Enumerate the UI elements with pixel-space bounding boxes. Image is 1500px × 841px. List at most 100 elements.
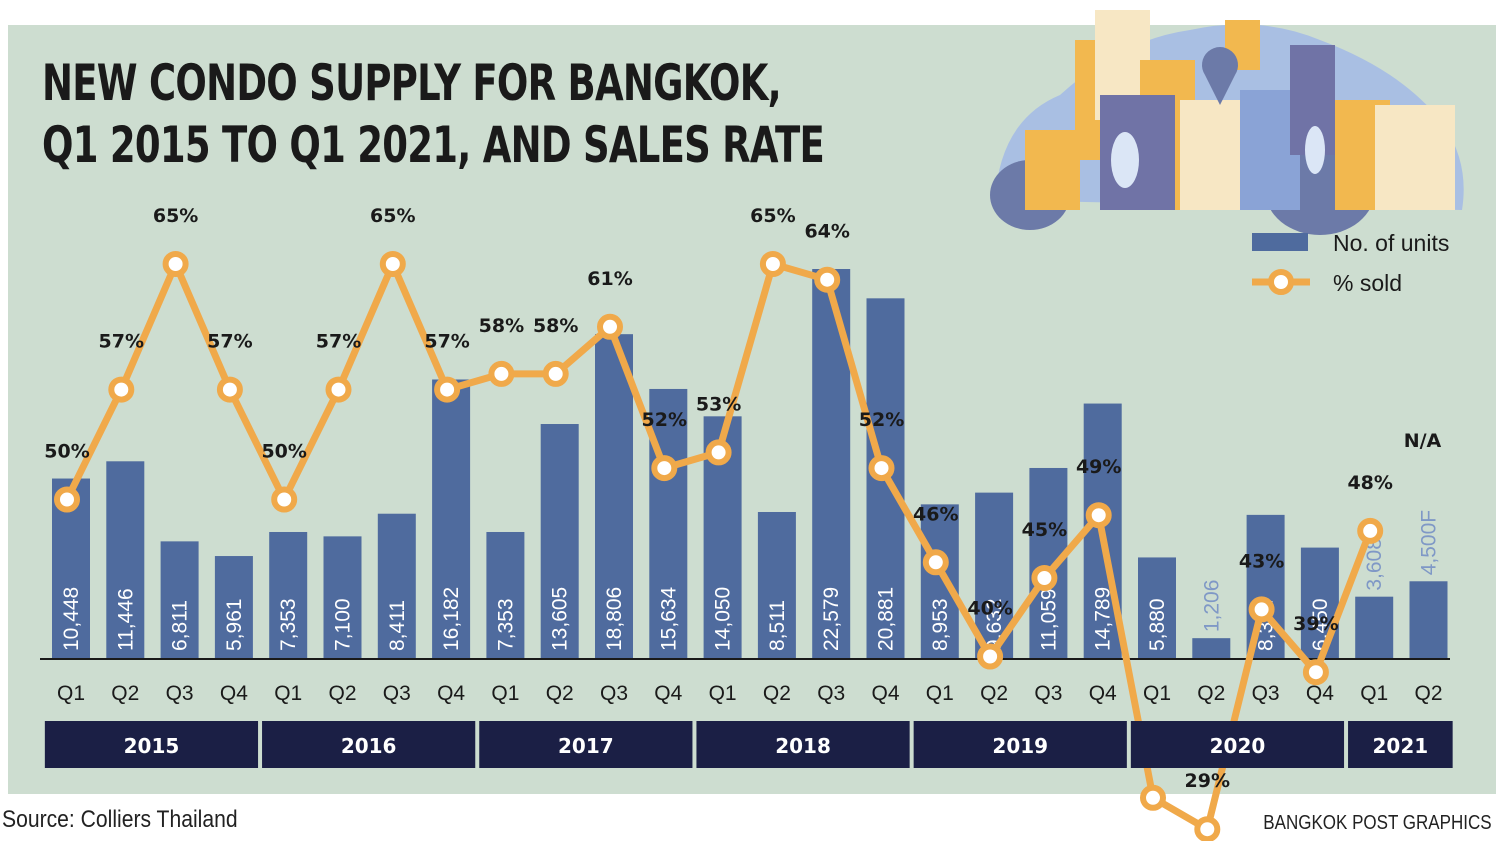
title-line-1: NEW CONDO SUPPLY FOR BANGKOK, [42,54,782,112]
bar-value-label-14: 22,579 [820,587,843,651]
bar-2 [160,541,199,659]
bar-value-label-18: 11,059 [1037,588,1060,651]
sold-label-16: 46% [913,503,958,525]
year-band-2018 [696,721,910,768]
bar-value-label-4: 7,353 [277,598,300,651]
bar-value-label-13: 8,511 [766,600,789,651]
sold-point-19 [1085,502,1112,529]
quarter-label-2: Q3 [166,682,194,705]
quarter-label-24: Q1 [1360,682,1388,705]
sold-point-17 [977,643,1004,670]
bar-7 [432,379,471,659]
bar-20 [1138,557,1176,659]
bar-value-label-12: 14,050 [712,587,735,651]
quarter-label-0: Q1 [57,682,85,705]
bar-1 [106,461,145,659]
bar-value-label-16: 8,953 [929,598,952,651]
bar-23 [1300,547,1339,659]
bar-25 [1409,581,1448,659]
sold-label-21: 29% [1185,770,1230,792]
bar-6 [377,513,416,659]
sold-point-21 [1194,816,1221,841]
year-band-2021 [1348,721,1453,768]
chart-title: NEW CONDO SUPPLY FOR BANGKOK, Q1 2015 TO… [42,52,825,176]
sold-point-5 [325,376,352,403]
quarter-label-16: Q1 [926,682,954,705]
quarter-label-8: Q1 [491,682,519,705]
bar-13 [757,511,796,659]
sold-label-13: 65% [750,205,795,227]
sold-point-7 [434,376,461,403]
sold-label-8: 58% [479,315,524,337]
bar-value-label-9: 13,605 [549,587,572,651]
sold-label-15: 52% [859,409,904,431]
sold-label-17: 40% [967,598,1012,620]
legend: No. of units % sold [1252,230,1449,296]
sold-label-22: 43% [1239,550,1284,572]
sold-label-3: 57% [207,331,252,353]
quarter-label-14: Q3 [817,682,845,705]
quarter-label-21: Q2 [1197,682,1225,705]
sold-label-24: 48% [1347,472,1392,494]
year-bands: 2015 2016 2017 2018 2019 2020 2021 [44,721,1453,768]
sold-point-10 [597,313,623,340]
bar-value-label-6: 8,411 [386,600,409,651]
bar-value-label-1: 11,446 [114,588,137,651]
bar-16 [920,504,959,659]
quarter-label-9: Q2 [546,682,574,705]
quarter-label-6: Q3 [383,682,411,705]
bar-value-label-11: 15,634 [657,586,680,651]
bar-11 [649,388,688,659]
bar-3 [214,556,253,659]
quarter-label-15: Q4 [871,682,899,705]
sold-point-9 [542,360,569,387]
bar-value-label-2: 6,811 [169,600,192,651]
sold-point-20 [1140,784,1166,811]
year-band-2015 [44,721,259,768]
quarter-label-13: Q2 [763,682,791,705]
sold-label-25: N/A [1404,430,1442,452]
sold-label-19: 49% [1076,456,1121,478]
bar-value-label-20: 5,880 [1146,598,1169,651]
city-illustration [990,10,1464,235]
sold-point-3 [216,376,243,403]
year-label-2018: 2018 [775,734,831,758]
sold-point-6 [379,251,406,277]
sold-point-13 [759,251,786,277]
bar-8 [486,531,525,659]
quarter-label-12: Q1 [709,682,737,705]
sold-label-4: 50% [261,441,306,463]
bar-9 [540,424,579,659]
bar-value-label-15: 20,881 [875,587,898,651]
quarter-label-20: Q1 [1143,682,1171,705]
bar-value-label-3: 5,961 [223,598,246,651]
sold-label-18: 45% [1022,519,1067,541]
bar-value-label-10: 18,806 [603,587,626,651]
quarter-label-18: Q3 [1034,682,1062,705]
sold-point-0 [54,486,80,513]
quarter-axis: Q1 Q2 Q3 Q4 Q1 Q2 Q3 Q4 Q1 Q2 Q3 Q4 Q1 Q2 Q3 Q4 Q1 Q2 Q3 Q4… [57,682,1443,705]
quarter-label-5: Q2 [328,682,356,705]
sold-point-24 [1357,517,1384,544]
bar-value-label-8: 7,353 [494,598,517,651]
bar-value-label-0: 10,448 [60,587,83,651]
bars-layer: 10,448 11,446 6,811 5,961 7,353 7,100 8,411 16,… [52,269,1448,659]
legend-line-marker [1268,269,1294,295]
bar-value-label-7: 16,182 [440,587,463,651]
quarter-label-11: Q4 [654,682,682,705]
bar-4 [269,531,308,659]
bar-24 [1355,596,1394,659]
sold-label-9: 58% [533,315,578,337]
sold-label-6: 65% [370,205,415,227]
graphics-credit: BANGKOK POST GRAPHICS [1263,812,1492,834]
sold-point-18 [1031,565,1058,591]
sold-label-2: 65% [153,205,198,227]
quarter-label-22: Q3 [1252,682,1280,705]
quarter-label-23: Q4 [1306,682,1334,705]
quarter-label-1: Q2 [111,682,139,705]
sold-point-15 [868,455,895,482]
bar-5 [323,536,362,659]
sold-label-14: 64% [804,221,849,243]
sold-point-16 [922,549,949,576]
